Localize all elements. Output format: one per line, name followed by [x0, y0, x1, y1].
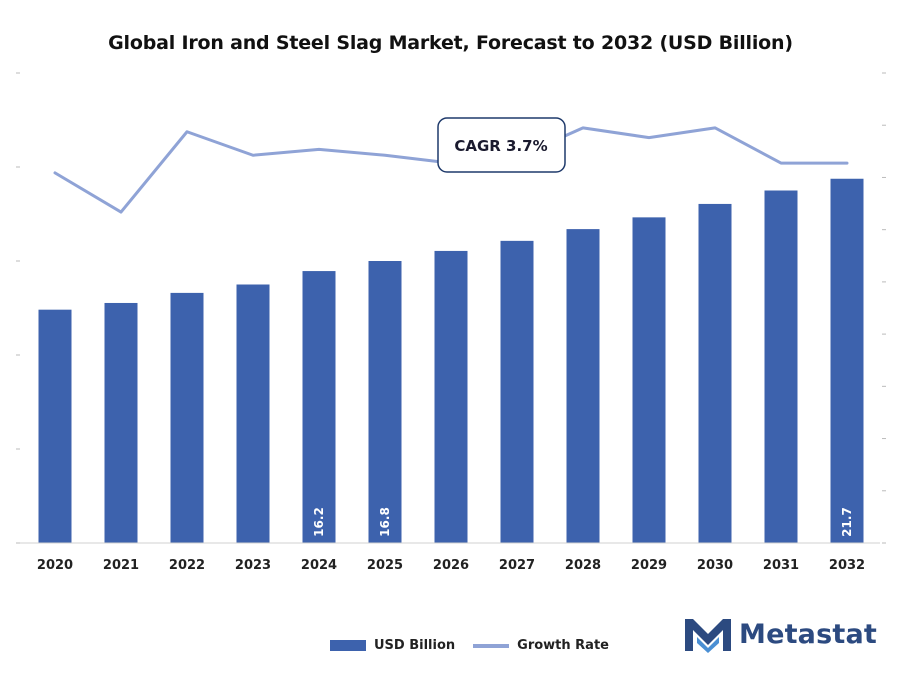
x-tick-label: 2028 — [565, 558, 601, 573]
line-swatch-icon — [473, 643, 510, 648]
bar-2027 — [500, 240, 534, 543]
x-tick-label: 2030 — [697, 558, 733, 573]
bar-2032 — [830, 178, 864, 543]
x-tick-label: 2027 — [499, 558, 535, 573]
bar-2021 — [104, 302, 138, 543]
x-tick-label: 2021 — [103, 558, 139, 573]
legend-item-usd-billion: USD Billion — [330, 638, 455, 653]
x-axis-labels: 2020 2021 2022 2023 2024 2025 2026 2027 2028 2029… — [37, 558, 865, 573]
legend: USD Billion Growth Rate — [330, 638, 627, 653]
metastat-logo: Metastat — [683, 615, 877, 653]
x-tick-label: 2023 — [235, 558, 271, 573]
x-tick-label: 2020 — [37, 558, 73, 573]
bar-data-labels: 16.2 16.8 21.7 — [312, 507, 854, 537]
chart-title: Global Iron and Steel Slag Market, Forec… — [108, 32, 793, 54]
legend-item-growth-rate: Growth Rate — [473, 638, 609, 653]
brand-name: Metastat — [739, 618, 878, 650]
bar-2020 — [38, 309, 72, 543]
x-tick-label: 2024 — [301, 558, 337, 573]
bar-data-label: 16.8 — [378, 507, 392, 537]
right-axis-ticks — [882, 72, 886, 544]
bar-2030 — [698, 203, 732, 543]
cagr-label: CAGR 3.7% — [454, 137, 547, 155]
bar-series — [38, 178, 864, 543]
x-tick-label: 2025 — [367, 558, 403, 573]
x-tick-label: 2032 — [829, 558, 865, 573]
bar-2022 — [170, 292, 204, 543]
bar-data-label: 16.2 — [312, 507, 326, 537]
left-axis-ticks — [16, 72, 20, 544]
cagr-annotation: CAGR 3.7% — [437, 117, 566, 173]
bar-2024 — [302, 271, 336, 543]
x-tick-label: 2029 — [631, 558, 667, 573]
bar-2025 — [368, 261, 402, 543]
bar-2031 — [764, 190, 798, 543]
x-tick-label: 2026 — [433, 558, 469, 573]
bar-data-label: 21.7 — [840, 507, 854, 537]
x-tick-label: 2031 — [763, 558, 799, 573]
cagr-box — [437, 117, 566, 173]
bar-swatch-icon — [330, 640, 366, 651]
bar-2026 — [434, 250, 468, 543]
bar-2023 — [236, 284, 270, 543]
bar-2028 — [566, 229, 600, 543]
x-tick-label: 2022 — [169, 558, 205, 573]
bar-2029 — [632, 217, 666, 543]
metastat-logo-icon — [685, 619, 731, 653]
legend-label-usd-billion: USD Billion — [374, 638, 456, 653]
legend-label-growth-rate: Growth Rate — [517, 638, 609, 653]
